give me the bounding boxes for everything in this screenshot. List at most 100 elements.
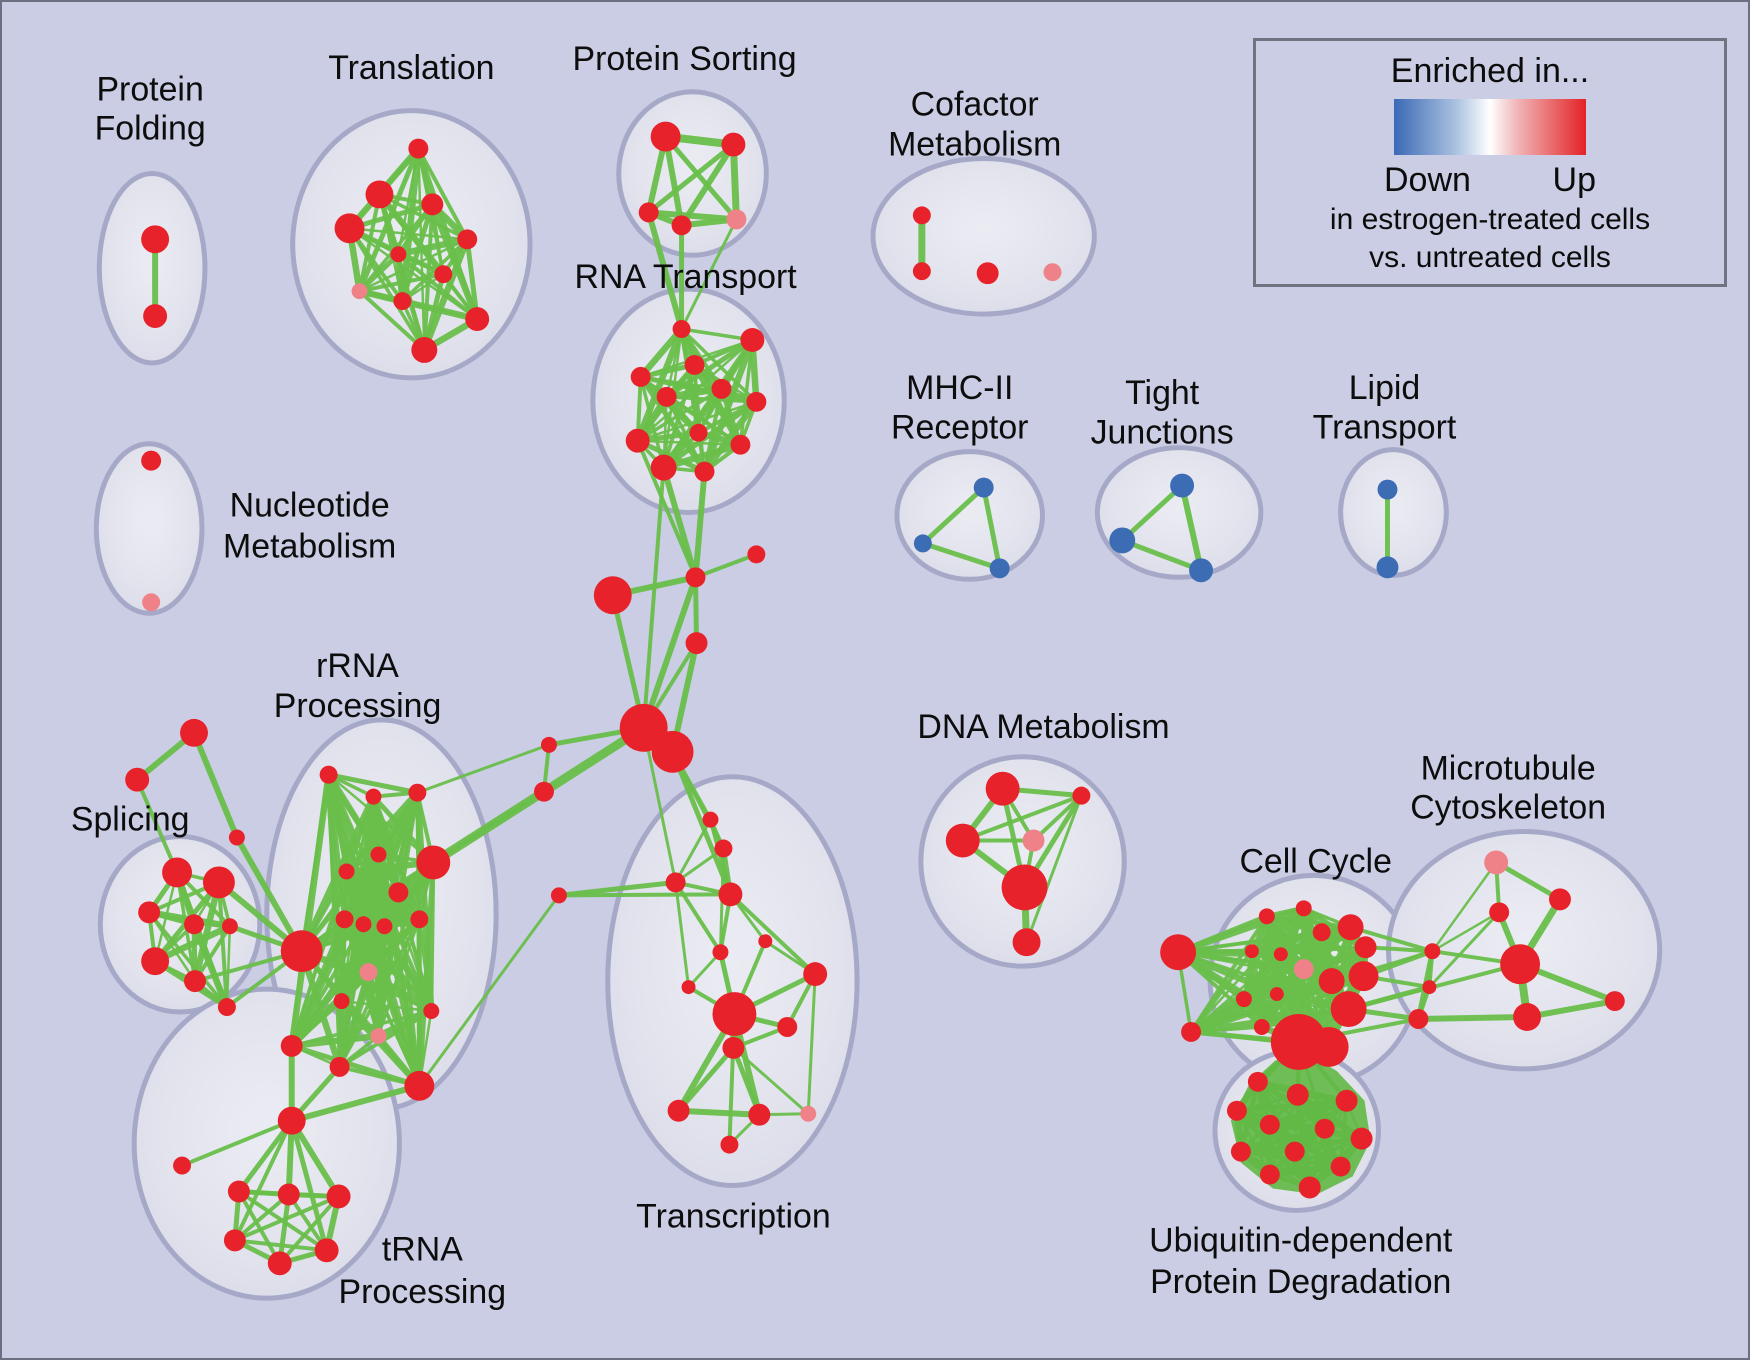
node-microtubule-6[interactable] — [1424, 943, 1441, 960]
node-trna_processing-4[interactable] — [326, 1184, 351, 1209]
node-bridges-8[interactable] — [685, 632, 708, 655]
node-translation-3[interactable] — [334, 213, 365, 244]
node-cell_cycle-8[interactable] — [1273, 947, 1288, 962]
node-lipid_transport-1[interactable] — [1376, 556, 1399, 579]
node-translation-7[interactable] — [351, 283, 368, 300]
node-rrna_processing-7[interactable] — [335, 910, 354, 929]
node-ubiquitin-2[interactable] — [1335, 1089, 1358, 1112]
node-protein_sorting-0[interactable] — [650, 121, 681, 152]
node-trna_processing-7[interactable] — [267, 1251, 292, 1276]
node-splicing-7[interactable] — [217, 998, 236, 1017]
node-trna_processing-1[interactable] — [173, 1156, 192, 1175]
node-rrna_processing-15[interactable] — [370, 1027, 387, 1044]
node-ubiquitin-3[interactable] — [1226, 1100, 1247, 1121]
node-rrna_processing-0[interactable] — [319, 765, 338, 784]
node-cell_cycle-9[interactable] — [1293, 959, 1314, 980]
node-rna_transport-5[interactable] — [656, 386, 677, 407]
node-tight_junctions-2[interactable] — [1189, 558, 1214, 583]
node-ubiquitin-0[interactable] — [1247, 1071, 1268, 1092]
node-trna_processing-3[interactable] — [277, 1183, 300, 1206]
node-rna_transport-3[interactable] — [630, 366, 651, 387]
node-translation-6[interactable] — [434, 265, 453, 284]
node-transcription-4[interactable] — [758, 934, 773, 949]
node-lipid_transport-0[interactable] — [1377, 479, 1398, 500]
node-bridges-0[interactable] — [180, 718, 208, 747]
node-microtubule-4[interactable] — [1513, 1003, 1542, 1031]
node-bridges-1[interactable] — [125, 767, 150, 792]
node-tight_junctions-0[interactable] — [1170, 473, 1195, 498]
node-transcription-10[interactable] — [722, 1036, 745, 1059]
node-rrna_processing-12[interactable] — [359, 963, 378, 982]
node-bridges-9[interactable] — [540, 736, 557, 753]
node-trna_processing-6[interactable] — [314, 1238, 339, 1263]
node-rna_transport-6[interactable] — [746, 391, 767, 412]
node-transcription-3[interactable] — [718, 882, 743, 907]
node-rrna_processing-18[interactable] — [280, 1034, 303, 1057]
node-rrna_processing-10[interactable] — [410, 910, 429, 929]
node-microtubule-0[interactable] — [1484, 850, 1509, 875]
node-rrna_processing-8[interactable] — [355, 916, 372, 933]
node-transcription-6[interactable] — [803, 962, 828, 987]
node-dna_metabolism-1[interactable] — [1072, 786, 1091, 805]
node-cell_cycle-12[interactable] — [1235, 991, 1252, 1008]
node-rrna_processing-6[interactable] — [388, 882, 409, 903]
node-translation-4[interactable] — [457, 229, 478, 250]
node-ubiquitin-9[interactable] — [1259, 1164, 1280, 1185]
node-rrna_processing-11[interactable] — [280, 930, 323, 973]
node-translation-1[interactable] — [365, 180, 394, 209]
node-transcription-0[interactable] — [702, 811, 719, 828]
node-rrna_processing-1[interactable] — [365, 788, 382, 805]
node-protein_sorting-4[interactable] — [726, 209, 747, 230]
node-cell_cycle-16[interactable] — [1330, 991, 1367, 1027]
node-rrna_processing-5[interactable] — [416, 845, 451, 880]
node-translation-9[interactable] — [465, 307, 490, 332]
node-nucleotide_metabolism-1[interactable] — [142, 593, 161, 612]
node-microtubule-1[interactable] — [1549, 888, 1571, 911]
node-transcription-9[interactable] — [777, 1017, 798, 1037]
node-protein_folding-1[interactable] — [143, 304, 168, 329]
node-ubiquitin-6[interactable] — [1350, 1127, 1373, 1150]
node-transcription-14[interactable] — [720, 1135, 739, 1154]
node-dna_metabolism-3[interactable] — [1022, 829, 1045, 852]
node-protein_sorting-3[interactable] — [671, 215, 692, 236]
node-splicing-4[interactable] — [221, 918, 238, 935]
node-trna_processing-5[interactable] — [223, 1229, 246, 1252]
node-bridges-10[interactable] — [534, 781, 554, 802]
node-cell_cycle-6[interactable] — [1354, 936, 1377, 959]
node-rna_transport-1[interactable] — [740, 328, 765, 352]
node-cell_cycle-2[interactable] — [1258, 908, 1275, 925]
node-nucleotide_metabolism-0[interactable] — [141, 450, 162, 471]
node-rna_transport-7[interactable] — [689, 423, 708, 442]
node-translation-2[interactable] — [421, 193, 444, 216]
node-cell_cycle-4[interactable] — [1312, 923, 1331, 942]
node-cell_cycle-1[interactable] — [1181, 1021, 1202, 1042]
node-protein_sorting-2[interactable] — [638, 202, 659, 223]
node-rna_transport-2[interactable] — [684, 354, 705, 375]
node-mhc_ii_receptor-1[interactable] — [913, 534, 932, 553]
node-bridges-5[interactable] — [685, 567, 706, 588]
node-tight_junctions-1[interactable] — [1109, 527, 1136, 554]
node-cell_cycle-11[interactable] — [1348, 961, 1379, 992]
node-cell_cycle-7[interactable] — [1244, 944, 1259, 959]
node-ubiquitin-10[interactable] — [1330, 1156, 1351, 1177]
node-transcription-7[interactable] — [681, 980, 696, 995]
node-microtubule-5[interactable] — [1604, 991, 1625, 1012]
node-ubiquitin-11[interactable] — [1298, 1176, 1321, 1199]
node-cofactor_metabolism-1[interactable] — [912, 262, 931, 281]
node-transcription-13[interactable] — [800, 1105, 817, 1122]
node-rrna_processing-17[interactable] — [404, 1070, 435, 1101]
node-translation-5[interactable] — [390, 246, 407, 263]
node-bridges-6[interactable] — [593, 576, 632, 615]
node-trna_processing-2[interactable] — [227, 1180, 250, 1203]
node-ubiquitin-5[interactable] — [1314, 1118, 1335, 1139]
node-microtubule-8[interactable] — [1408, 1009, 1429, 1029]
node-rrna_processing-2[interactable] — [408, 783, 427, 802]
node-dna_metabolism-2[interactable] — [945, 823, 980, 858]
node-dna_metabolism-0[interactable] — [985, 771, 1020, 806]
node-bridges-4[interactable] — [651, 730, 694, 773]
node-microtubule-2[interactable] — [1489, 902, 1510, 923]
node-transcription-8[interactable] — [712, 992, 757, 1036]
node-translation-0[interactable] — [408, 138, 429, 159]
node-cell_cycle-10[interactable] — [1318, 968, 1345, 995]
node-bridges-11[interactable] — [550, 887, 567, 904]
